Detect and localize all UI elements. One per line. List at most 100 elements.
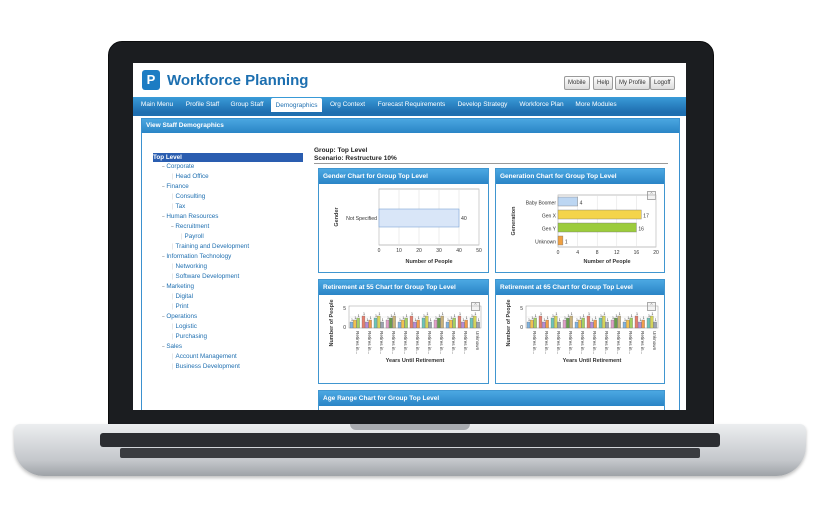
tree-item[interactable]: │ Consulting [153, 192, 303, 202]
tree-item[interactable]: │ Account Management [153, 352, 303, 362]
retirement-x-label: Retires in... [628, 331, 633, 354]
retirement-bar-value: 1 [358, 314, 360, 318]
tree-item[interactable]: │ Business Development [153, 362, 303, 372]
retirement-bar-value: 1 [471, 314, 473, 318]
group-label: Group: Top Level [314, 147, 368, 154]
tab-workforce-plan[interactable]: Workforce Plan [519, 101, 564, 108]
retirement-y-tick: 0 [520, 325, 523, 331]
tree-item[interactable]: │ Digital [153, 292, 303, 302]
retirement-bar-value: 1 [576, 318, 578, 322]
retirement-bar-value: 1 [600, 314, 602, 318]
retirement-bar [469, 317, 474, 329]
tree-item-label: Operations [166, 313, 198, 320]
retirement-x-label: Retires in... [403, 331, 408, 354]
retirement-bar [598, 317, 603, 329]
retirement-bar [617, 315, 621, 329]
tree-item[interactable]: │ Head Office [153, 172, 303, 182]
retirement-bar [380, 321, 384, 329]
my-profile-button[interactable]: My Profile [615, 76, 650, 90]
tab-group-staff[interactable]: Group Staff [230, 101, 264, 108]
collapse-toggle-icon[interactable]: − [162, 164, 167, 170]
retirement-bar [473, 315, 477, 329]
tree-item-label: Recruitment [175, 223, 210, 230]
tree-connector-icon: │ [171, 204, 176, 210]
nav-underline [133, 112, 686, 116]
tab-demographics[interactable]: Demographics [271, 98, 322, 112]
tab-org-context[interactable]: Org Context [329, 101, 366, 108]
retirement-bar-value: 1 [603, 312, 605, 316]
retirement-y-axis-title: Number of People [329, 299, 335, 346]
tree-item[interactable]: │ Training and Development [153, 242, 303, 252]
collapse-toggle-icon[interactable]: − [162, 344, 167, 350]
retirement-bar [634, 315, 639, 329]
tree-item[interactable]: − Sales [153, 342, 303, 352]
retirement-bar-value: 1 [399, 318, 401, 322]
retirement-bar-value: 1 [394, 312, 396, 316]
retirement-bar [638, 321, 642, 329]
tab-forecast-requirements[interactable]: Forecast Requirements [377, 101, 446, 108]
collapse-toggle-icon[interactable]: − [162, 314, 167, 320]
retirement-bar [461, 321, 465, 329]
help-button[interactable]: Help [593, 76, 614, 90]
logoff-button[interactable]: Logoff [650, 76, 675, 90]
tree-item[interactable]: Top Level [153, 153, 303, 162]
retirement-bar [629, 317, 633, 329]
tree-item[interactable]: − Information Technology [153, 252, 303, 262]
tree-item[interactable]: − Marketing [153, 282, 303, 292]
retirement-bar [425, 315, 429, 329]
retirement-y-tick: 5 [520, 306, 523, 312]
tree-item[interactable]: − Corporate [153, 162, 303, 172]
tree-item-label: Business Development [175, 363, 240, 370]
demographics-panel: View Staff Demographics Top Level − Corpo… [141, 118, 680, 410]
mobile-button[interactable]: Mobile [564, 76, 590, 90]
retirement-bar [409, 315, 414, 329]
tree-item[interactable]: │ Print [153, 302, 303, 312]
retirement-bar-value: 1 [615, 314, 617, 318]
collapse-toggle-icon[interactable]: − [162, 284, 167, 290]
tree-item[interactable]: │ Networking [153, 262, 303, 272]
age-range-title: Age Range Chart for Group Top Level [319, 391, 664, 406]
retirement-bar-value: 1 [559, 318, 561, 322]
retirement-bar [614, 317, 618, 329]
retirement-bar [538, 315, 543, 329]
generation-bar [557, 235, 564, 246]
retirement-bar [590, 321, 594, 329]
tree-item[interactable]: │ Tax [153, 202, 303, 212]
tab-main-menu[interactable]: Main Menu [140, 101, 174, 108]
retirement-bar [569, 315, 573, 329]
generation-category-label: Baby Boomer [526, 201, 557, 207]
retirement-bar-value: 1 [531, 316, 533, 320]
group-divider [314, 163, 668, 164]
collapse-toggle-icon[interactable]: − [162, 214, 167, 220]
collapse-toggle-icon[interactable]: − [171, 224, 176, 230]
tab-profile-staff[interactable]: Profile Staff [185, 101, 220, 108]
tab-more-modules[interactable]: More Modules [575, 101, 617, 108]
tree-item[interactable]: │ Payroll [153, 232, 303, 242]
retirement-55-title: Retirement at 55 Chart for Group Top Lev… [319, 280, 488, 295]
generation-value-label: 17 [643, 214, 649, 220]
tree-item[interactable]: − Human Resources [153, 212, 303, 222]
age-range-panel: Age Range Chart for Group Top Level [318, 390, 665, 410]
tab-develop-strategy[interactable]: Develop Strategy [457, 101, 508, 108]
retirement-bar-value: 1 [375, 314, 377, 318]
retirement-bar-value: 1 [547, 316, 549, 320]
collapse-toggle-icon[interactable]: − [162, 184, 167, 190]
retirement-bar [476, 321, 480, 329]
tree-item[interactable]: │ Purchasing [153, 332, 303, 342]
retirement-bar [440, 315, 444, 329]
retirement-65-title: Retirement at 65 Chart for Group Top Lev… [496, 280, 664, 295]
tree-item[interactable]: − Recruitment [153, 222, 303, 232]
tree-item[interactable]: − Finance [153, 182, 303, 192]
retirement-bar-value: 1 [552, 314, 554, 318]
generation-value-label: 4 [580, 201, 583, 207]
tree-item-label: Training and Development [175, 243, 250, 250]
tree-item[interactable]: │ Software Development [153, 272, 303, 282]
tree-item[interactable]: │ Logistic [153, 322, 303, 332]
retirement-x-label: Retires in... [427, 331, 432, 354]
generation-x-tick: 4 [576, 250, 579, 256]
tree-item[interactable]: − Operations [153, 312, 303, 322]
generation-x-tick: 20 [653, 250, 659, 256]
tree-item-label: Software Development [175, 273, 240, 280]
retirement-bar-value: 1 [387, 316, 389, 320]
collapse-toggle-icon[interactable]: − [162, 254, 167, 260]
